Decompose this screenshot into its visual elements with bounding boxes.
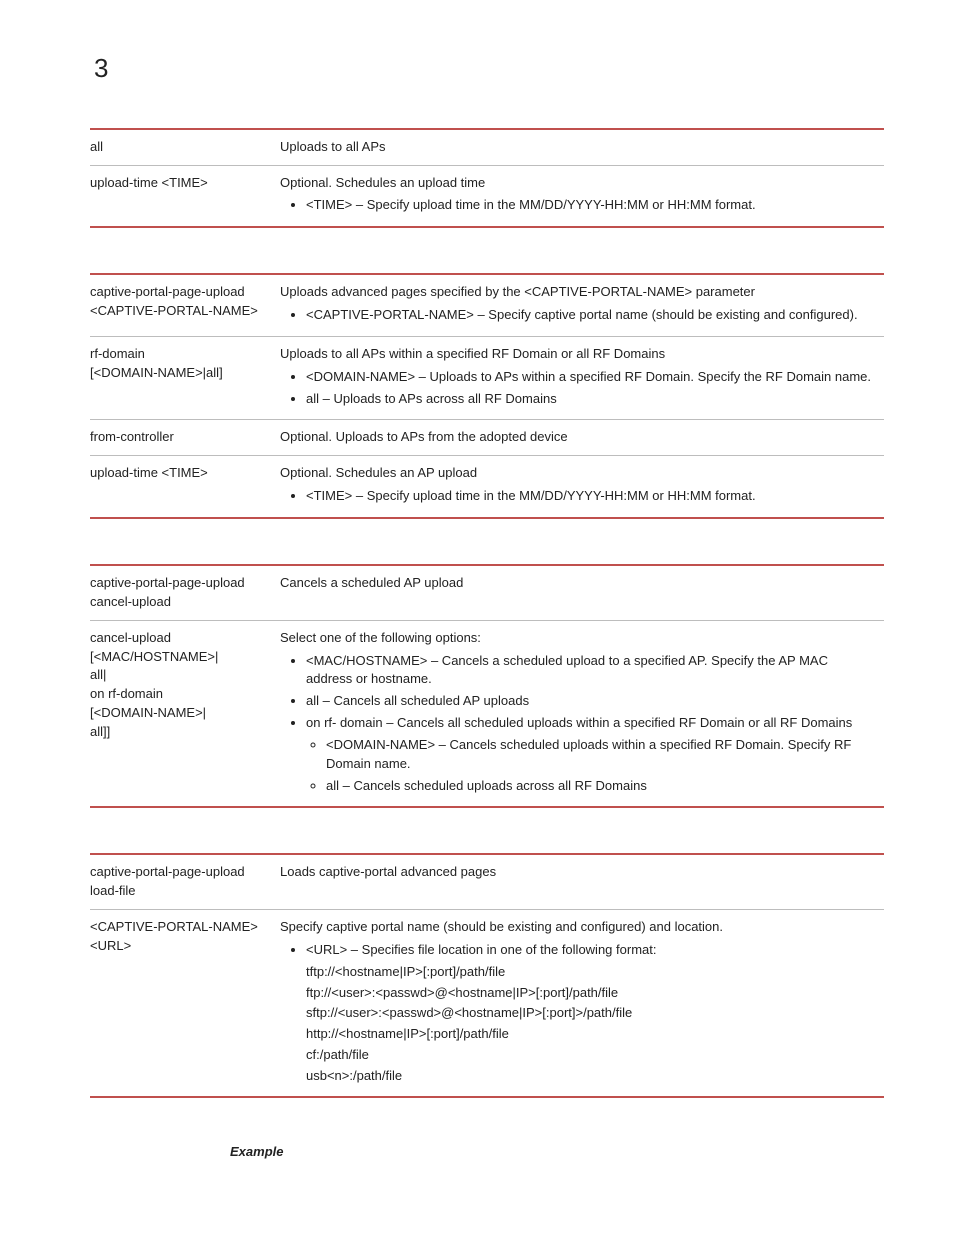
param-line: [<DOMAIN-NAME>|all] (90, 365, 223, 380)
param-name: all (90, 129, 280, 165)
page-number: 3 (94, 50, 884, 88)
list-item: all – Cancels all scheduled AP uploads (306, 692, 874, 711)
url-formats: tftp://<hostname|IP>[:port]/path/file ft… (306, 963, 874, 1086)
params-table-1: all Uploads to all APs upload-time <TIME… (90, 128, 884, 229)
table-row: captive-portal-page-upload <CAPTIVE-PORT… (90, 274, 884, 336)
param-desc: Optional. Schedules an AP upload <TIME> … (280, 456, 884, 518)
param-name: cancel-upload [<MAC/HOSTNAME>| all| on r… (90, 620, 280, 807)
param-line: captive-portal-page-upload (90, 575, 245, 590)
param-line: load-file (90, 883, 136, 898)
param-desc: Uploads to all APs within a specified RF… (280, 336, 884, 420)
list-item: <DOMAIN-NAME> – Cancels scheduled upload… (326, 736, 874, 774)
desc-text: Specify captive portal name (should be e… (280, 919, 723, 934)
list-item: <TIME> – Specify upload time in the MM/D… (306, 196, 874, 215)
list-item: <TIME> – Specify upload time in the MM/D… (306, 487, 874, 506)
desc-text: Uploads advanced pages specified by the … (280, 284, 755, 299)
table-row: from-controller Optional. Uploads to APs… (90, 420, 884, 456)
desc-text: Select one of the following options: (280, 630, 481, 645)
url-line: tftp://<hostname|IP>[:port]/path/file (306, 963, 874, 982)
param-name: upload-time <TIME> (90, 456, 280, 518)
param-name: captive-portal-page-upload cancel-upload (90, 565, 280, 620)
param-desc: Optional. Schedules an upload time <TIME… (280, 165, 884, 227)
param-desc: Select one of the following options: <MA… (280, 620, 884, 807)
params-table-3: captive-portal-page-upload cancel-upload… (90, 564, 884, 808)
list-item: <DOMAIN-NAME> – Uploads to APs within a … (306, 368, 874, 387)
desc-text: Optional. Schedules an upload time (280, 175, 485, 190)
list-item: on rf- domain – Cancels all scheduled up… (306, 714, 874, 795)
table-row: all Uploads to all APs (90, 129, 884, 165)
url-line: http://<hostname|IP>[:port]/path/file (306, 1025, 874, 1044)
desc-text: Uploads to all APs within a specified RF… (280, 346, 665, 361)
param-line: captive-portal-page-upload (90, 284, 245, 299)
list-item: <CAPTIVE-PORTAL-NAME> – Specify captive … (306, 306, 874, 325)
param-name: from-controller (90, 420, 280, 456)
list-item: <URL> – Specifies file location in one o… (306, 941, 874, 960)
param-line: all| (90, 667, 106, 682)
param-line: all]] (90, 724, 110, 739)
table-row: rf-domain [<DOMAIN-NAME>|all] Uploads to… (90, 336, 884, 420)
param-desc: Uploads advanced pages specified by the … (280, 274, 884, 336)
param-line: cancel-upload (90, 630, 171, 645)
params-table-2: captive-portal-page-upload <CAPTIVE-PORT… (90, 273, 884, 519)
table-row: upload-time <TIME> Optional. Schedules a… (90, 165, 884, 227)
list-item: all – Cancels scheduled uploads across a… (326, 777, 874, 796)
param-line: <URL> (90, 938, 131, 953)
example-heading: Example (230, 1143, 884, 1162)
param-line: cancel-upload (90, 594, 171, 609)
param-name: rf-domain [<DOMAIN-NAME>|all] (90, 336, 280, 420)
desc-text: Optional. Schedules an AP upload (280, 465, 477, 480)
param-desc: Cancels a scheduled AP upload (280, 565, 884, 620)
param-line: [<MAC/HOSTNAME>| (90, 649, 218, 664)
url-line: cf:/path/file (306, 1046, 874, 1065)
param-line: <CAPTIVE-PORTAL-NAME> (90, 303, 258, 318)
url-line: usb<n>:/path/file (306, 1067, 874, 1086)
table-row: <CAPTIVE-PORTAL-NAME> <URL> Specify capt… (90, 910, 884, 1097)
param-line: captive-portal-page-upload (90, 864, 245, 879)
param-name: <CAPTIVE-PORTAL-NAME> <URL> (90, 910, 280, 1097)
param-name: upload-time <TIME> (90, 165, 280, 227)
param-name: captive-portal-page-upload load-file (90, 854, 280, 909)
param-line: rf-domain (90, 346, 145, 361)
list-item: all – Uploads to APs across all RF Domai… (306, 390, 874, 409)
url-line: sftp://<user>:<passwd>@<hostname|IP>[:po… (306, 1004, 874, 1023)
param-line: [<DOMAIN-NAME>| (90, 705, 206, 720)
param-desc: Optional. Uploads to APs from the adopte… (280, 420, 884, 456)
param-desc: Uploads to all APs (280, 129, 884, 165)
param-line: <CAPTIVE-PORTAL-NAME> (90, 919, 258, 934)
table-row: captive-portal-page-upload cancel-upload… (90, 565, 884, 620)
param-desc: Specify captive portal name (should be e… (280, 910, 884, 1097)
param-name: captive-portal-page-upload <CAPTIVE-PORT… (90, 274, 280, 336)
param-desc: Loads captive-portal advanced pages (280, 854, 884, 909)
table-row: cancel-upload [<MAC/HOSTNAME>| all| on r… (90, 620, 884, 807)
table-row: captive-portal-page-upload load-file Loa… (90, 854, 884, 909)
list-text: on rf- domain – Cancels all scheduled up… (306, 715, 852, 730)
params-table-4: captive-portal-page-upload load-file Loa… (90, 853, 884, 1097)
param-line: on rf-domain (90, 686, 163, 701)
url-line: ftp://<user>:<passwd>@<hostname|IP>[:por… (306, 984, 874, 1003)
table-row: upload-time <TIME> Optional. Schedules a… (90, 456, 884, 518)
list-item: <MAC/HOSTNAME> – Cancels a scheduled upl… (306, 652, 874, 690)
